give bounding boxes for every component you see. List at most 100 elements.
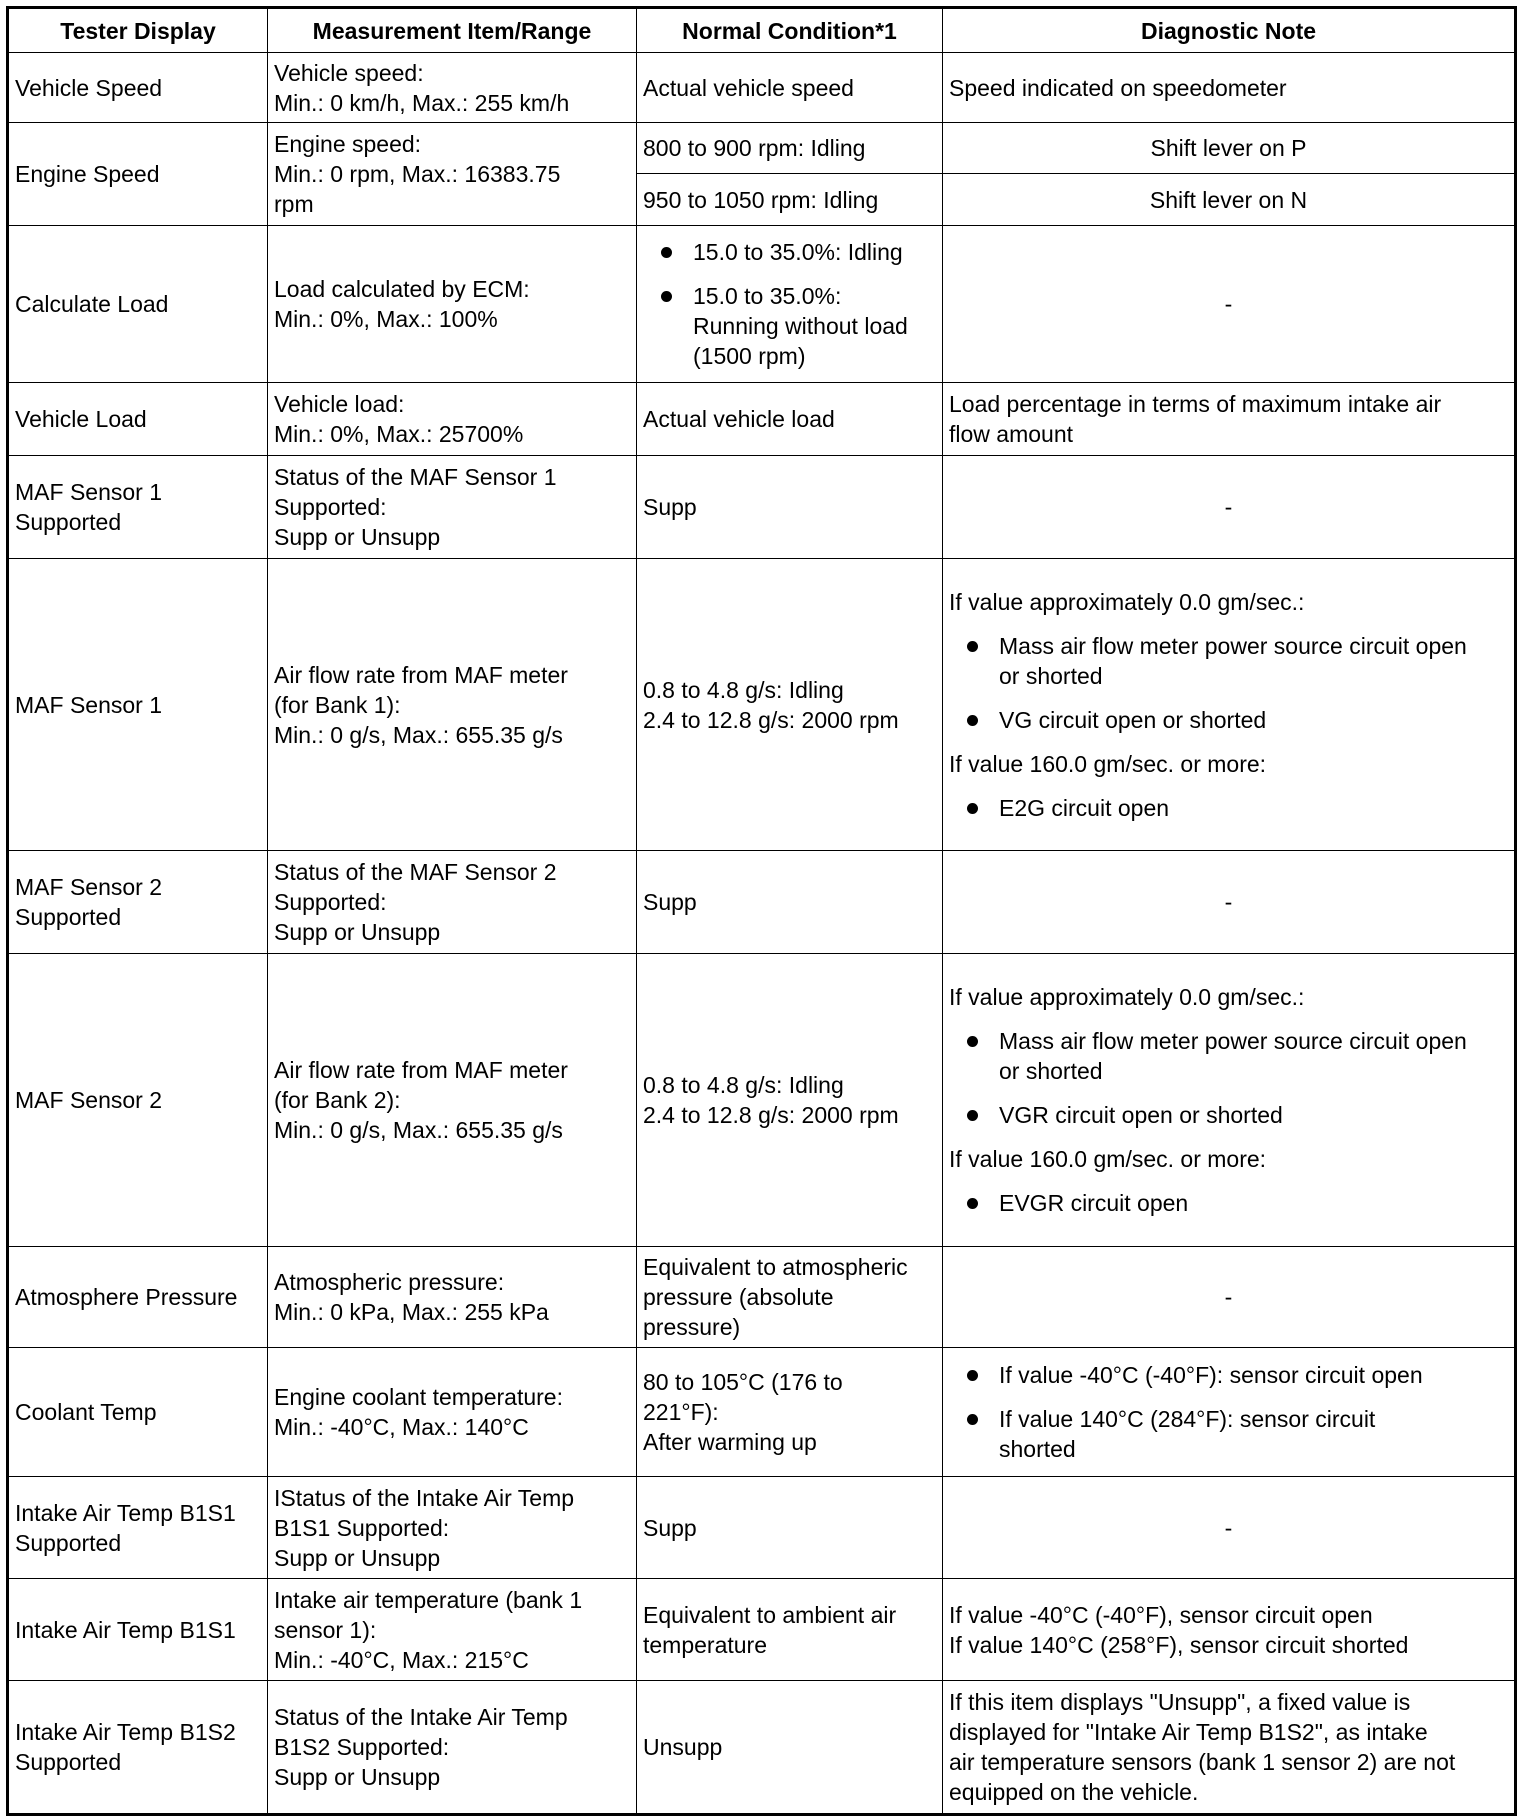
cell-text: If value 160.0 gm/sec. or more: (949, 1146, 1267, 1172)
cell-text: Air flow rate from MAF meter (for Bank 2… (274, 1057, 568, 1143)
table-row: Intake Air Temp B1S2 Supported Status of … (7, 1680, 1516, 1815)
bullet-item: 15.0 to 35.0%: Idling (643, 237, 936, 267)
diagnostic-note-cell: If value approximately 0.0 gm/sec.: Mass … (942, 558, 1516, 851)
cell-text: - (1224, 1514, 1233, 1541)
cell-text: MAF Sensor 2 (15, 1087, 162, 1113)
bullet-item: EVGR circuit open (949, 1188, 1508, 1218)
diagnostic-note-cell: - (942, 225, 1516, 383)
cell-text: MAF Sensor 2 Supported (15, 874, 162, 930)
measurement-cell: Status of the MAF Sensor 2 Supported: Su… (267, 850, 637, 954)
header-measurement-item: Measurement Item/Range (267, 7, 637, 53)
cell-text: Status of the MAF Sensor 2 Supported: Su… (274, 859, 557, 945)
table-row: 950 to 1050 rpm: Idling Shift lever on N (8, 173, 1516, 226)
cell-text: Vehicle load: Min.: 0%, Max.: 25700% (274, 391, 524, 447)
tester-display-cell: Intake Air Temp B1S2 Supported (7, 1680, 268, 1815)
table-row: Intake Air Temp B1S1 Intake air temperatu… (7, 1578, 1516, 1681)
tester-display-cell: Intake Air Temp B1S1 (7, 1578, 268, 1681)
measurement-cell: Intake air temperature (bank 1 sensor 1)… (267, 1578, 637, 1681)
cell-text: Intake air temperature (bank 1 sensor 1)… (274, 1586, 583, 1673)
normal-condition-cell: Supp (636, 455, 943, 559)
table-row: Coolant Temp Engine coolant temperature: … (7, 1347, 1516, 1477)
bullet-item: Mass air flow meter power source circuit… (949, 631, 1508, 691)
normal-condition-cell: Unsupp (636, 1680, 943, 1815)
cell-text: Equivalent to atmospheric pressure (abso… (643, 1254, 908, 1340)
cell-text: - (1224, 291, 1233, 317)
cell-text: Vehicle speed: Min.: 0 km/h, Max.: 255 k… (274, 59, 570, 116)
cell-text: If value approximately 0.0 gm/sec.: (949, 984, 1305, 1010)
normal-condition-cell: Actual vehicle speed (636, 52, 943, 123)
measurement-cell: Air flow rate from MAF meter (for Bank 2… (267, 953, 637, 1247)
table-row: MAF Sensor 1 Supported Status of the MAF … (7, 455, 1516, 559)
cell-text: If value approximately 0.0 gm/sec.: (949, 588, 1305, 615)
cell-text: Atmosphere Pressure (15, 1284, 238, 1310)
tester-display-cell: MAF Sensor 1 (7, 558, 268, 851)
cell-text: 950 to 1050 rpm: Idling (643, 186, 879, 213)
tester-display-cell: Vehicle Speed (7, 52, 268, 123)
cell-text: Equivalent to ambient air temperature (643, 1601, 897, 1658)
tester-display-cell: Coolant Temp (7, 1347, 268, 1477)
normal-condition-cell: Supp (636, 1476, 943, 1579)
cell-text: 80 to 105°C (176 to 221°F): After warmin… (643, 1369, 843, 1455)
tester-display-cell: Intake Air Temp B1S1 Supported (7, 1476, 268, 1579)
diagnostic-note-cell: If value -40°C (-40°F): sensor circuit o… (942, 1347, 1516, 1477)
cell-text: Actual vehicle speed (643, 74, 854, 101)
header-normal-condition: Normal Condition*1 (636, 7, 943, 53)
bullet-item: Mass air flow meter power source circuit… (949, 1026, 1508, 1086)
tester-display-cell: Vehicle Load (7, 382, 268, 456)
measurement-cell: IStatus of the Intake Air Temp B1S1 Supp… (267, 1476, 637, 1579)
cell-text: Status of the Intake Air Temp B1S2 Suppo… (274, 1704, 568, 1790)
data-list-table: Tester Display Measurement Item/Range No… (6, 6, 1517, 1816)
cell-text: Engine speed: Min.: 0 rpm, Max.: 16383.7… (274, 131, 561, 217)
diagnostic-note-cell: Load percentage in terms of maximum inta… (942, 382, 1516, 456)
measurement-cell: Status of the Intake Air Temp B1S2 Suppo… (267, 1680, 637, 1815)
cell-text: - (1224, 1284, 1233, 1310)
cell-text: If value 160.0 gm/sec. or more: (949, 750, 1267, 777)
cell-text: Intake Air Temp B1S1 (15, 1616, 236, 1643)
diagnostic-note-cell: If value -40°C (-40°F), sensor circuit o… (942, 1578, 1516, 1681)
diagnostic-note-cell: If value approximately 0.0 gm/sec.: Mass … (942, 953, 1516, 1247)
normal-condition-cell: 0.8 to 4.8 g/s: Idling 2.4 to 12.8 g/s: … (636, 953, 943, 1247)
normal-condition-cell: 0.8 to 4.8 g/s: Idling 2.4 to 12.8 g/s: … (636, 558, 943, 851)
measurement-cell: Vehicle load: Min.: 0%, Max.: 25700% (267, 382, 637, 456)
cell-text: Intake Air Temp B1S2 Supported (15, 1719, 236, 1775)
cell-text: Load calculated by ECM: Min.: 0%, Max.: … (274, 276, 530, 332)
measurement-cell: Load calculated by ECM: Min.: 0%, Max.: … (267, 225, 637, 383)
cell-text: Intake Air Temp B1S1 Supported (15, 1499, 236, 1556)
cell-text: 0.8 to 4.8 g/s: Idling 2.4 to 12.8 g/s: … (643, 676, 899, 733)
diagnostic-note-cell: Shift lever on P (942, 122, 1516, 174)
cell-text: Calculate Load (15, 291, 169, 317)
tester-display-cell: MAF Sensor 2 Supported (7, 850, 268, 954)
cell-text: Speed indicated on speedometer (949, 74, 1287, 101)
bullet-item: 15.0 to 35.0%: Running without load (150… (643, 281, 936, 371)
measurement-cell: Status of the MAF Sensor 1 Supported: Su… (267, 455, 637, 559)
cell-text: Supp (643, 494, 697, 520)
tester-display-cell: MAF Sensor 1 Supported (7, 455, 268, 559)
cell-text: Supp (643, 1514, 697, 1541)
cell-text: Atmospheric pressure: Min.: 0 kPa, Max.:… (274, 1269, 549, 1325)
normal-condition-cell: Actual vehicle load (636, 382, 943, 456)
measurement-cell: Vehicle speed: Min.: 0 km/h, Max.: 255 k… (267, 52, 637, 123)
cell-text: MAF Sensor 1 Supported (15, 479, 162, 535)
bullet-item: E2G circuit open (949, 793, 1508, 823)
diagnostic-note-cell: - (942, 1476, 1516, 1579)
cell-text: Vehicle Load (15, 406, 147, 432)
cell-text: Supp (643, 889, 697, 915)
diagnostic-note-cell: - (942, 1246, 1516, 1348)
cell-text: Unsupp (643, 1734, 723, 1760)
header-row: Tester Display Measurement Item/Range No… (7, 7, 1516, 53)
table-row: Vehicle Load Vehicle load: Min.: 0%, Max.… (7, 382, 1516, 456)
cell-text: Actual vehicle load (643, 406, 835, 432)
diagnostic-note-cell: If this item displays "Unsupp", a fixed … (942, 1680, 1516, 1815)
cell-text: 800 to 900 rpm: Idling (643, 135, 866, 161)
cell-text: Engine coolant temperature: Min.: -40°C,… (274, 1384, 563, 1440)
normal-condition-cell: 15.0 to 35.0%: Idling 15.0 to 35.0%: Runn… (636, 225, 943, 383)
table-row: Intake Air Temp B1S1 Supported IStatus of… (7, 1476, 1516, 1579)
cell-text: Shift lever on N (1149, 186, 1308, 213)
cell-text: - (1224, 889, 1233, 915)
measurement-cell: Engine coolant temperature: Min.: -40°C,… (267, 1347, 637, 1477)
diagnostic-note-cell: - (942, 455, 1516, 559)
tester-display-cell: Engine Speed (7, 122, 268, 226)
cell-text: Shift lever on P (1150, 135, 1307, 161)
cell-text: 0.8 to 4.8 g/s: Idling 2.4 to 12.8 g/s: … (643, 1072, 899, 1128)
table-row: MAF Sensor 2 Air flow rate from MAF meter… (7, 953, 1516, 1247)
